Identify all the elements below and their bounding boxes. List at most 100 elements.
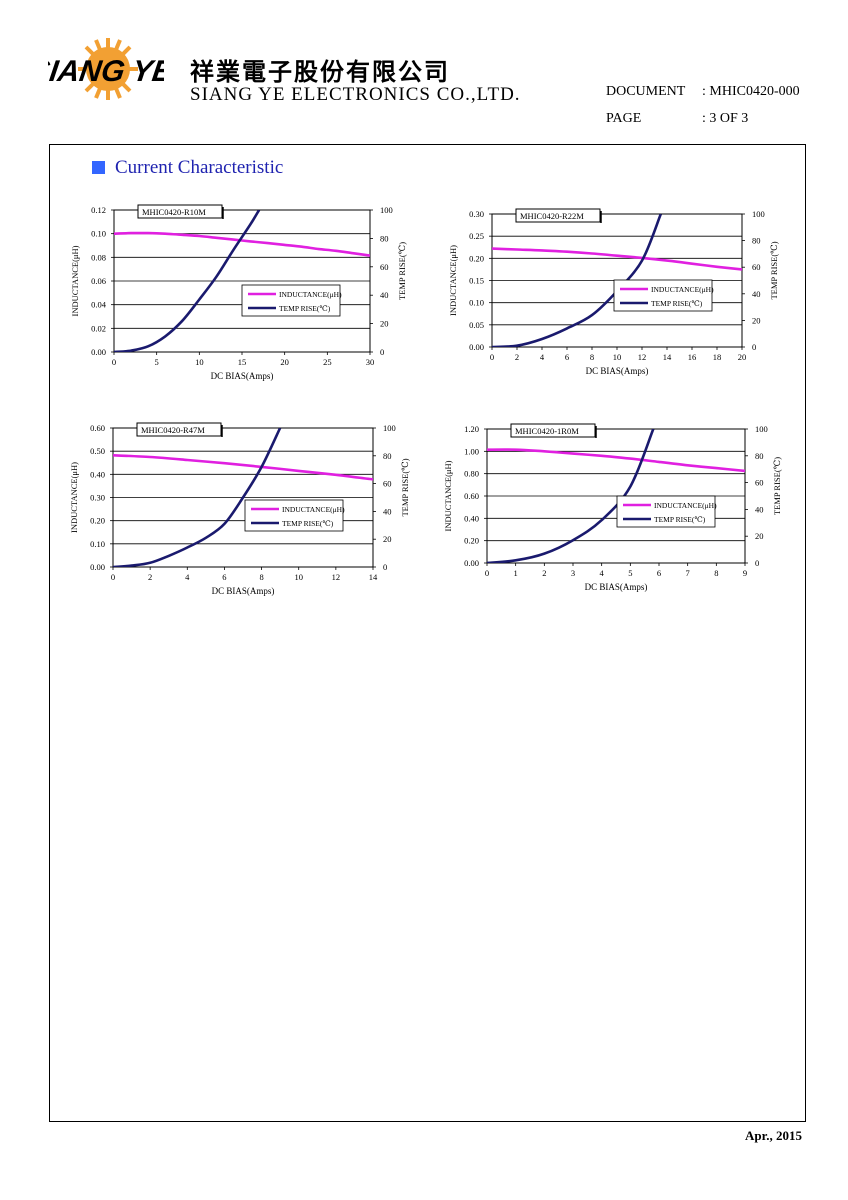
y-tick-label: 0.00 [90,562,105,572]
x-tick-label: 6 [222,572,226,582]
y-tick-label: 1.20 [464,424,479,434]
y2-tick-label: 60 [755,478,764,488]
x-tick-label: 12 [638,352,647,362]
x-tick-label: 2 [542,568,546,578]
y-tick-label: 0.10 [91,229,106,239]
chart-mhic0420-r47m: 0.000.100.200.300.400.500.60020406080100… [69,422,410,596]
legend-label: TEMP RISE(℃) [279,304,331,313]
x-tick-label: 8 [259,572,263,582]
legend-label: TEMP RISE(℃) [282,519,334,528]
legend-label: INDUCTANCE(μH) [282,505,345,514]
y-tick-label: 0.05 [469,320,484,330]
y2-tick-label: 80 [380,233,389,243]
x-tick-label: 0 [490,352,494,362]
x-tick-label: 10 [195,357,204,367]
bullet-square-icon [92,160,105,174]
x-tick-label: 8 [714,568,718,578]
legend-box [616,495,716,528]
document-label: DOCUMENT [606,84,686,99]
x-tick-label: 20 [280,357,289,367]
content-frame [49,144,806,1122]
x-tick-label: 0 [112,357,116,367]
y2-axis-label: TEMP RISE(℃) [400,458,410,516]
x-tick-label: 7 [686,568,690,578]
y-tick-label: 0.40 [464,513,479,523]
y-axis-label: INDUCTANCE(μH) [448,245,458,316]
x-tick-label: 2 [148,572,152,582]
x-tick-label: 1 [514,568,518,578]
x-tick-label: 6 [657,568,661,578]
chart-title-box [510,423,596,438]
x-tick-label: 15 [238,357,247,367]
y-tick-label: 0.30 [469,209,484,219]
chart-title-box [137,204,223,219]
x-tick-label: 14 [369,572,378,582]
y-tick-label: 0.40 [90,469,105,479]
x-tick-label: 4 [540,352,545,362]
x-tick-label: 2 [515,352,519,362]
y2-tick-label: 0 [380,347,384,357]
x-tick-label: 10 [294,572,303,582]
section-heading: Current Characteristic [92,157,283,179]
y2-tick-label: 100 [755,424,768,434]
chart-title: MHIC0420-1R0M [515,426,579,436]
y-tick-label: 0.50 [90,446,105,456]
x-axis-label: DC BIAS(Amps) [585,582,648,592]
y2-tick-label: 40 [755,504,764,514]
y-tick-label: 0.20 [90,516,105,526]
y2-tick-label: 40 [383,506,392,516]
y2-tick-label: 20 [752,315,761,325]
x-tick-label: 16 [688,352,697,362]
y2-tick-label: 40 [380,290,389,300]
y2-axis-label: TEMP RISE(℃) [772,457,782,515]
x-tick-label: 14 [663,352,672,362]
y-tick-label: 0.80 [464,469,479,479]
x-tick-label: 4 [600,568,605,578]
inductance-series-line [487,448,745,473]
y2-axis-label: TEMP RISE(℃) [769,241,779,299]
y2-tick-label: 20 [755,531,764,541]
y2-axis-label: TEMP RISE(℃) [397,242,407,300]
x-tick-label: 3 [571,568,575,578]
y2-tick-label: 20 [380,319,389,329]
x-axis-label: DC BIAS(Amps) [211,371,274,381]
x-tick-label: 8 [590,352,594,362]
y2-tick-label: 80 [752,236,761,246]
legend-label: INDUCTANCE(μH) [651,285,714,294]
x-tick-label: 10 [613,352,622,362]
y-tick-label: 0.15 [469,276,484,286]
x-tick-label: 4 [185,572,190,582]
chart-title: MHIC0420-R22M [520,211,584,221]
x-axis-label: DC BIAS(Amps) [586,366,649,376]
company-name-english: SIANG YE ELECTRONICS CO.,LTD. [190,84,521,105]
section-title: Current Characteristic [115,157,284,178]
chart-title: MHIC0420-R10M [142,207,206,217]
y2-tick-label: 60 [752,262,761,272]
y2-tick-label: 20 [383,534,392,544]
chart-mhic0420-r10m: 0.000.020.040.060.080.100.12020406080100… [70,204,407,381]
x-tick-label: 25 [323,357,332,367]
y-axis-label: INDUCTANCE(μH) [70,245,80,316]
company-logo: SIANG YE [48,38,164,100]
y-tick-label: 0.20 [469,253,484,263]
chart-title: MHIC0420-R47M [141,425,205,435]
y-axis-label: INDUCTANCE(μH) [69,462,79,533]
x-tick-label: 9 [743,568,747,578]
sun-icon [78,38,138,100]
y-tick-label: 0.60 [464,491,479,501]
y2-tick-label: 100 [380,205,393,215]
footer-date: Apr., 2015 [745,1128,802,1143]
y-tick-label: 0.08 [91,252,106,262]
y-tick-label: 0.00 [469,342,484,352]
y-axis-label: INDUCTANCE(μH) [443,460,453,531]
x-tick-label: 20 [738,352,747,362]
y2-tick-label: 40 [752,289,761,299]
company-name-chinese: 祥業電子股份有限公司 [190,60,450,86]
y-tick-label: 1.00 [464,446,479,456]
y2-tick-label: 80 [755,451,764,461]
y2-tick-label: 0 [755,558,759,568]
inductance-series-line [492,247,742,271]
y-tick-label: 0.02 [91,323,106,333]
y-tick-label: 0.60 [90,423,105,433]
inductance-series-line [114,231,370,257]
